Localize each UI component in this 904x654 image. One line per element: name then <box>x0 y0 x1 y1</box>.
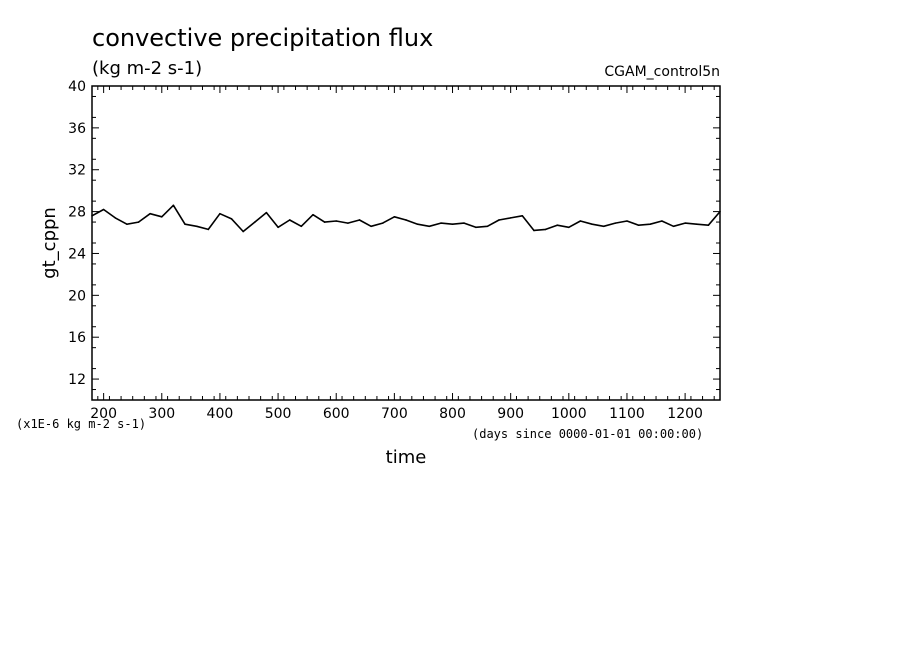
data-point <box>184 223 186 225</box>
x-tick-label: 1200 <box>667 406 703 422</box>
data-point <box>661 220 663 222</box>
x-tick-label: 900 <box>497 406 524 422</box>
y-axis-ticks: 12 16 20 24 28 32 36 40 <box>68 79 720 391</box>
data-point <box>440 222 442 224</box>
data-point <box>405 219 407 221</box>
x-tick-label: 1100 <box>609 406 645 422</box>
y-scale-note: (x1E-6 kg m-2 s-1) <box>16 417 146 431</box>
data-point <box>323 221 326 223</box>
data-point <box>719 210 721 213</box>
chart-title: convective precipitation flux <box>92 24 433 52</box>
data-point <box>602 225 605 228</box>
data-point <box>126 223 128 225</box>
data-point <box>393 216 396 218</box>
y-tick-label: 40 <box>68 79 86 95</box>
data-point <box>626 220 628 222</box>
y-tick-label: 28 <box>68 205 86 221</box>
data-point <box>428 225 431 228</box>
data-point <box>533 229 535 232</box>
data-point <box>358 219 361 221</box>
x-axis-ticks: 200 300 400 500 600 700 800 900 1000 1100 1200 <box>90 86 715 422</box>
data-point <box>614 222 617 224</box>
data-point <box>591 223 593 225</box>
x-tick-label: 300 <box>148 406 175 422</box>
x-axis-label: time <box>386 447 427 468</box>
x-tick-label: 600 <box>323 406 350 422</box>
data-point <box>451 223 454 225</box>
data-point <box>416 223 419 225</box>
data-point <box>149 212 151 215</box>
data-point <box>288 219 291 221</box>
data-point <box>335 220 338 222</box>
x-tick-label: 800 <box>439 406 466 422</box>
run-label: CGAM_control5n <box>604 64 720 80</box>
x-tick-label: 400 <box>207 406 234 422</box>
data-point <box>347 222 349 224</box>
y-axis-label: gt_cppn <box>39 207 60 279</box>
x-tick-label: 700 <box>381 406 408 422</box>
data-point <box>463 222 465 224</box>
data-point <box>695 223 698 225</box>
data-point <box>230 218 233 220</box>
data-point <box>544 228 547 231</box>
data-point <box>672 225 675 228</box>
data-point <box>277 226 279 229</box>
data-point <box>684 222 686 224</box>
series-layer <box>91 204 721 233</box>
x-tick-label: 500 <box>265 406 292 422</box>
data-point <box>207 228 210 231</box>
data-point <box>219 212 221 215</box>
y-tick-label: 32 <box>68 163 86 179</box>
data-point <box>521 214 524 217</box>
data-point <box>474 226 477 229</box>
data-point <box>300 225 303 228</box>
y-tick-label: 24 <box>68 246 86 262</box>
data-point <box>649 223 652 225</box>
data-point <box>381 222 384 224</box>
data-point <box>242 230 244 233</box>
data-point <box>637 224 640 227</box>
data-point <box>91 214 93 217</box>
data-point <box>312 213 314 216</box>
y-tick-label: 12 <box>68 372 86 388</box>
data-point <box>172 204 175 207</box>
data-point <box>195 225 198 228</box>
y-tick-label: 16 <box>68 330 86 346</box>
data-point <box>265 211 268 214</box>
series-line-0 <box>91 204 721 233</box>
data-point <box>556 224 558 227</box>
chart-subtitle: (kg m-2 s-1) <box>92 58 202 79</box>
y-tick-label: 20 <box>68 288 86 304</box>
x-units-label: (days since 0000-01-01 00:00:00) <box>472 427 703 441</box>
data-point <box>579 220 582 222</box>
data-point <box>254 221 256 223</box>
data-point <box>486 225 489 228</box>
data-point <box>498 219 500 221</box>
x-tick-label: 200 <box>90 406 117 422</box>
data-point <box>137 221 140 223</box>
data-point <box>568 226 570 229</box>
data-point <box>509 217 512 219</box>
data-point <box>707 224 710 227</box>
x-tick-label: 1000 <box>551 406 587 422</box>
data-point <box>114 217 117 219</box>
data-point <box>102 208 105 211</box>
data-point <box>160 216 163 218</box>
y-tick-label: 36 <box>68 121 86 137</box>
data-point <box>370 225 372 228</box>
plot-frame <box>91 85 721 401</box>
